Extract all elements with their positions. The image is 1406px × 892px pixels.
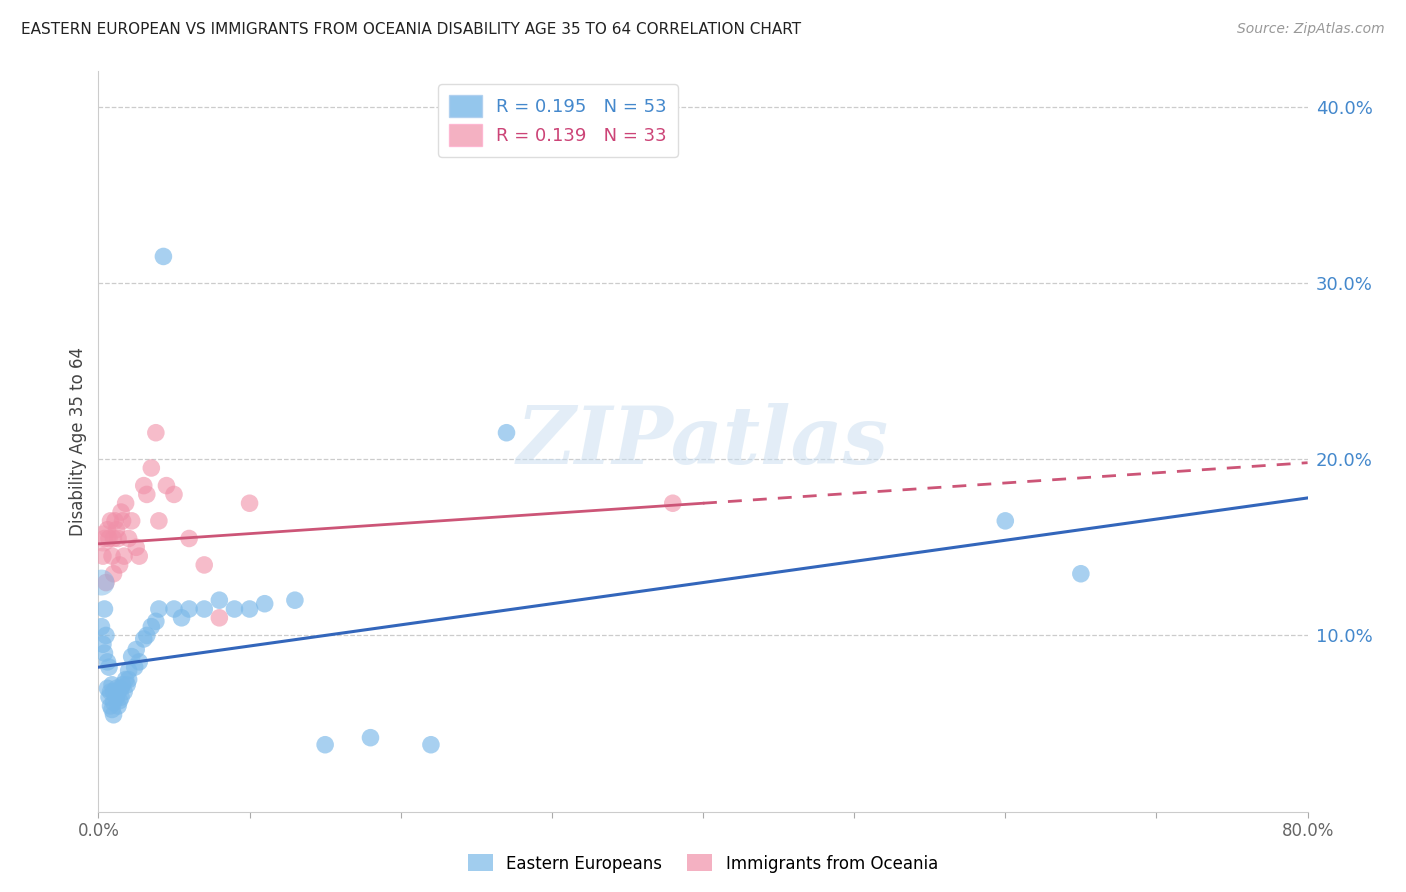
Point xyxy=(125,642,148,657)
Point xyxy=(91,637,114,651)
Point xyxy=(94,628,117,642)
Point xyxy=(239,602,262,616)
Point xyxy=(115,678,138,692)
Point xyxy=(101,678,124,692)
Point xyxy=(314,738,336,752)
Point xyxy=(128,655,150,669)
Point xyxy=(121,649,143,664)
Point xyxy=(128,549,150,563)
Point xyxy=(1070,566,1092,581)
Point xyxy=(360,731,382,745)
Point xyxy=(148,514,170,528)
Point xyxy=(420,738,443,752)
Point xyxy=(93,646,115,660)
Point xyxy=(661,496,683,510)
Point xyxy=(90,619,112,633)
Point xyxy=(103,685,125,699)
Point xyxy=(104,514,127,528)
Point xyxy=(107,685,129,699)
Point xyxy=(135,487,157,501)
Point xyxy=(103,566,125,581)
Point xyxy=(132,478,155,492)
Point xyxy=(163,602,186,616)
Point xyxy=(148,602,170,616)
Point xyxy=(111,678,134,692)
Point xyxy=(94,575,117,590)
Point xyxy=(110,690,132,705)
Point xyxy=(224,602,246,616)
Text: Source: ZipAtlas.com: Source: ZipAtlas.com xyxy=(1237,22,1385,37)
Point xyxy=(96,681,118,696)
Point xyxy=(179,532,201,546)
Point xyxy=(105,690,128,705)
Point xyxy=(98,532,121,546)
Point xyxy=(284,593,307,607)
Point xyxy=(90,575,112,590)
Point xyxy=(103,532,125,546)
Point xyxy=(193,602,215,616)
Point xyxy=(101,549,124,563)
Point xyxy=(239,496,262,510)
Point xyxy=(100,685,122,699)
Legend: R = 0.195   N = 53, R = 0.139   N = 33: R = 0.195 N = 53, R = 0.139 N = 33 xyxy=(439,84,678,157)
Point xyxy=(179,602,201,616)
Point xyxy=(100,698,122,713)
Point xyxy=(141,461,163,475)
Point xyxy=(114,673,136,687)
Point xyxy=(101,702,124,716)
Point xyxy=(112,685,135,699)
Point xyxy=(155,478,177,492)
Point xyxy=(152,250,174,264)
Point xyxy=(118,664,141,678)
Point xyxy=(163,487,186,501)
Point xyxy=(170,611,193,625)
Point xyxy=(107,698,129,713)
Point xyxy=(98,690,121,705)
Point xyxy=(124,660,146,674)
Point xyxy=(110,681,132,696)
Point xyxy=(132,632,155,646)
Point xyxy=(91,532,114,546)
Text: EASTERN EUROPEAN VS IMMIGRANTS FROM OCEANIA DISABILITY AGE 35 TO 64 CORRELATION : EASTERN EUROPEAN VS IMMIGRANTS FROM OCEA… xyxy=(21,22,801,37)
Point xyxy=(93,532,115,546)
Point xyxy=(118,673,141,687)
Point xyxy=(145,425,167,440)
Point xyxy=(103,707,125,722)
Point xyxy=(121,514,143,528)
Point xyxy=(141,619,163,633)
Point xyxy=(91,549,114,563)
Y-axis label: Disability Age 35 to 64: Disability Age 35 to 64 xyxy=(69,347,87,536)
Point xyxy=(96,655,118,669)
Point xyxy=(111,514,134,528)
Point xyxy=(118,532,141,546)
Point xyxy=(208,611,231,625)
Point xyxy=(105,523,128,537)
Point xyxy=(108,694,131,708)
Point xyxy=(98,660,121,674)
Point xyxy=(253,597,276,611)
Point xyxy=(110,505,132,519)
Text: ZIPatlas: ZIPatlas xyxy=(517,403,889,480)
Point xyxy=(112,549,135,563)
Point xyxy=(114,496,136,510)
Point xyxy=(135,628,157,642)
Point xyxy=(208,593,231,607)
Point xyxy=(994,514,1017,528)
Point xyxy=(100,514,122,528)
Point xyxy=(108,558,131,572)
Point xyxy=(145,615,167,629)
Point xyxy=(103,695,125,709)
Point xyxy=(96,523,118,537)
Point xyxy=(125,541,148,555)
Point xyxy=(193,558,215,572)
Point xyxy=(107,532,129,546)
Point xyxy=(93,602,115,616)
Legend: Eastern Europeans, Immigrants from Oceania: Eastern Europeans, Immigrants from Ocean… xyxy=(461,847,945,880)
Point xyxy=(105,681,128,696)
Point xyxy=(495,425,517,440)
